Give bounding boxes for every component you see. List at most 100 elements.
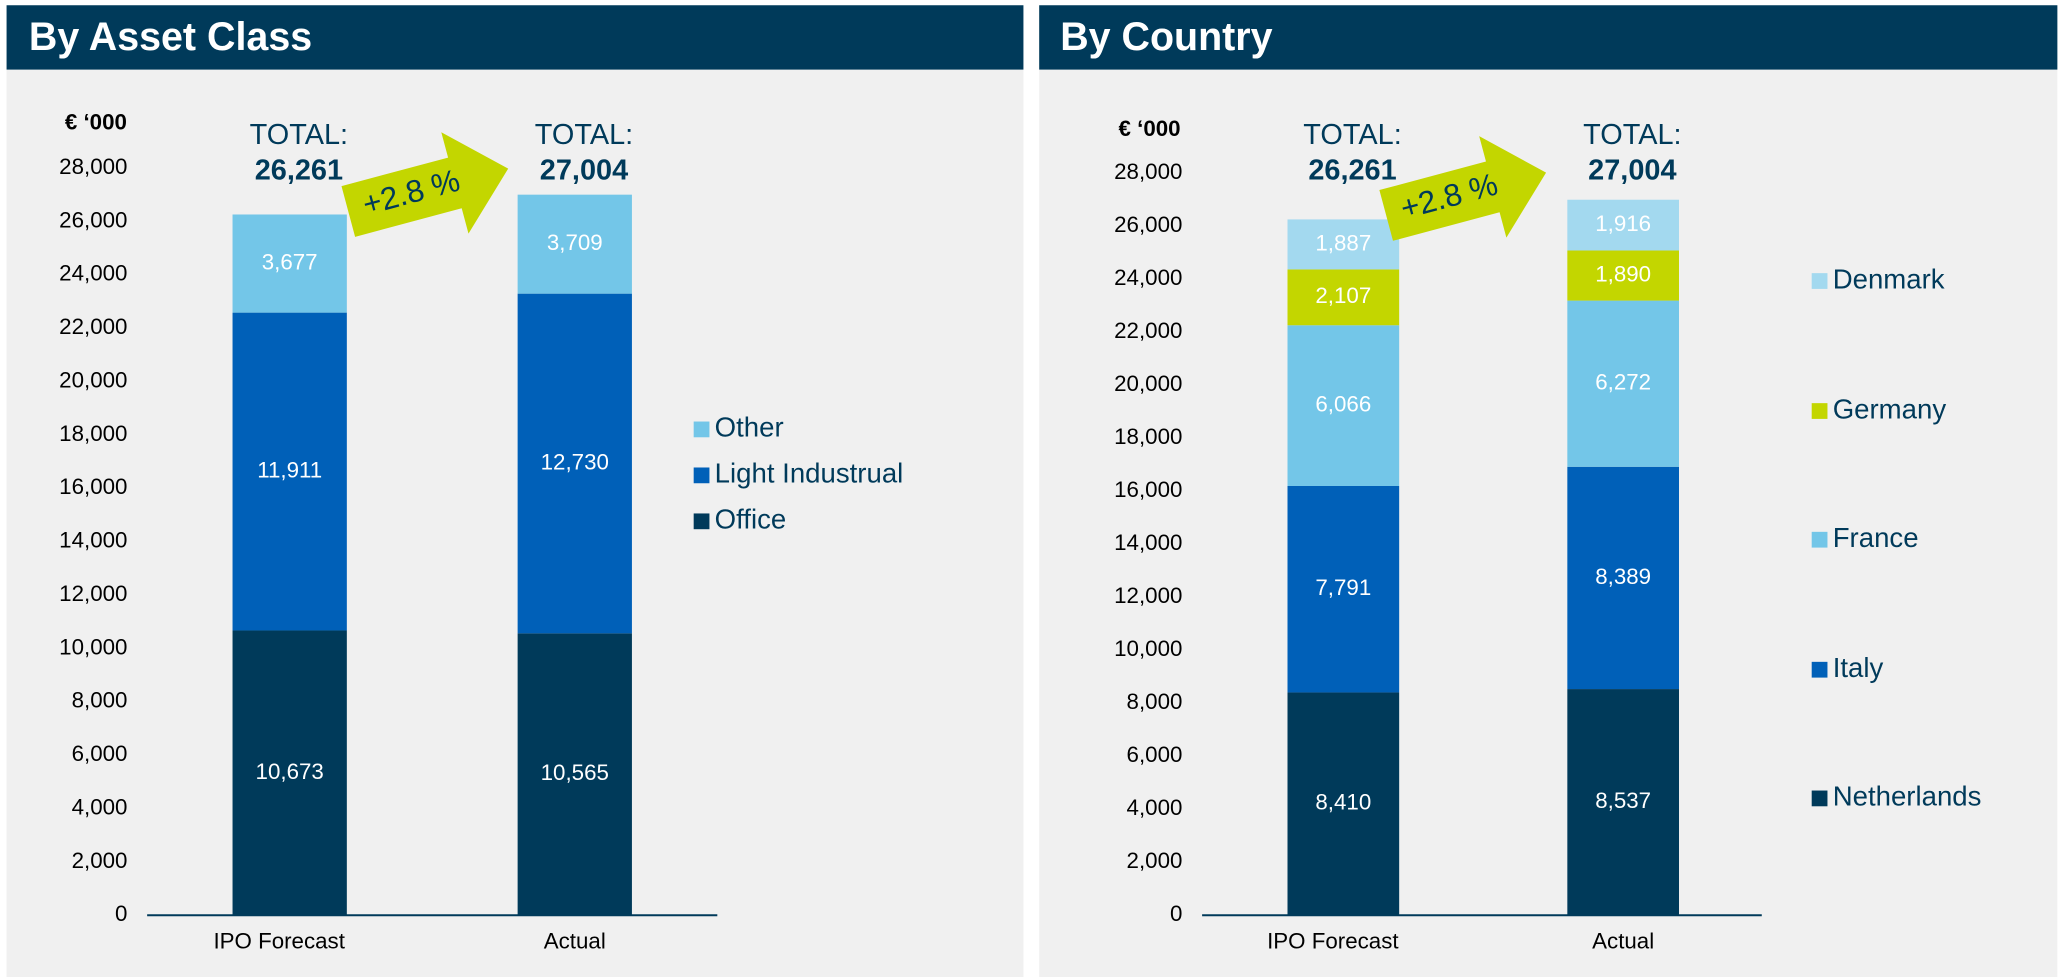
y-tick-label: 4,000 xyxy=(72,794,128,819)
y-tick-label: 12,000 xyxy=(1114,583,1182,608)
bar-segment xyxy=(232,312,347,631)
total-label: TOTAL: xyxy=(1583,119,1681,151)
y-tick-label: 10,000 xyxy=(59,634,127,659)
y-tick-label: 0 xyxy=(1170,901,1182,926)
value-label: 8,537 xyxy=(1595,788,1651,813)
x-tick-label: IPO Forecast xyxy=(213,929,345,954)
bar-segment xyxy=(517,633,632,916)
legend-label: France xyxy=(1833,522,1919,553)
bar-segment xyxy=(1287,485,1400,693)
chart-title: By Country xyxy=(1060,15,1272,59)
y-tick-label: 28,000 xyxy=(59,154,127,179)
value-label: 3,709 xyxy=(547,230,603,255)
y-tick-label: 24,000 xyxy=(59,261,127,286)
y-tick-label: 0 xyxy=(115,901,127,926)
y-tick-label: 14,000 xyxy=(1114,530,1182,555)
y-tick-label: 4,000 xyxy=(1127,795,1183,820)
value-label: 3,677 xyxy=(262,249,318,274)
value-label: 7,791 xyxy=(1315,575,1371,600)
x-tick-label: Actual xyxy=(544,929,606,954)
legend-label: Light Industrual xyxy=(715,458,904,489)
total-label: TOTAL: xyxy=(535,119,633,151)
legend-label: Netherlands xyxy=(1833,781,1982,812)
legend-swatch xyxy=(1811,273,1828,289)
value-label: 11,911 xyxy=(257,457,322,482)
y-tick-label: 8,000 xyxy=(1127,689,1183,714)
legend-swatch xyxy=(1811,661,1828,678)
legend-label: Office xyxy=(715,504,787,535)
total-value: 26,261 xyxy=(255,155,343,187)
y-tick-label: 6,000 xyxy=(1127,742,1183,767)
y-tick-label: 10,000 xyxy=(1114,636,1182,661)
y-tick-label: 26,000 xyxy=(1114,212,1182,237)
value-label: 10,565 xyxy=(541,760,609,785)
value-label: 8,410 xyxy=(1315,790,1371,815)
panel xyxy=(6,5,1024,977)
legend-label: Italy xyxy=(1833,652,1884,683)
bar-segment xyxy=(1287,325,1400,486)
bar-segment xyxy=(1287,269,1400,326)
bar-segment xyxy=(1567,300,1680,467)
value-label: 1,887 xyxy=(1315,230,1371,255)
legend-swatch xyxy=(693,513,710,530)
legend-label: Denmark xyxy=(1833,263,1945,294)
bar-segment xyxy=(232,214,347,313)
bar-segment xyxy=(517,293,632,634)
bar-segment xyxy=(1567,250,1680,301)
y-tick-label: 22,000 xyxy=(1114,318,1182,343)
y-tick-label: 14,000 xyxy=(59,528,127,553)
total-value: 26,261 xyxy=(1308,155,1396,187)
y-tick-label: 20,000 xyxy=(1114,371,1182,396)
value-label: 6,066 xyxy=(1315,392,1371,417)
y-tick-label: 26,000 xyxy=(59,207,127,232)
value-label: 6,272 xyxy=(1595,370,1651,395)
bar-segment xyxy=(232,630,347,916)
legend-label: Germany xyxy=(1833,393,1947,424)
value-label: 8,389 xyxy=(1595,564,1651,589)
unit-label: € ‘000 xyxy=(65,109,127,134)
legend-swatch xyxy=(693,421,710,438)
total-value: 27,004 xyxy=(1588,155,1676,187)
value-label: 12,730 xyxy=(541,449,609,474)
y-tick-label: 6,000 xyxy=(72,741,128,766)
y-tick-label: 2,000 xyxy=(1127,848,1183,873)
y-tick-label: 16,000 xyxy=(59,474,127,499)
value-label: 1,916 xyxy=(1595,211,1651,236)
y-tick-label: 24,000 xyxy=(1114,265,1182,290)
y-tick-label: 2,000 xyxy=(72,848,128,873)
y-tick-label: 12,000 xyxy=(59,581,127,606)
unit-label: € ‘000 xyxy=(1119,116,1181,141)
total-value: 27,004 xyxy=(540,155,628,187)
panel-header xyxy=(1039,5,2058,70)
y-tick-label: 28,000 xyxy=(1114,159,1182,184)
legend-swatch xyxy=(1811,403,1828,419)
panel-header xyxy=(6,5,1024,70)
x-tick-label: Actual xyxy=(1592,929,1654,954)
legend-swatch xyxy=(693,467,710,484)
value-label: 2,107 xyxy=(1315,283,1371,308)
value-label: 1,890 xyxy=(1595,261,1651,286)
bar-segment xyxy=(1567,199,1680,251)
change-arrow xyxy=(341,132,509,237)
total-label: TOTAL: xyxy=(250,119,348,151)
x-tick-label: IPO Forecast xyxy=(1267,929,1399,954)
y-tick-label: 22,000 xyxy=(59,314,127,339)
panel xyxy=(1039,5,2058,977)
legend-swatch xyxy=(1811,790,1828,807)
bar-segment xyxy=(1567,466,1680,690)
y-tick-label: 8,000 xyxy=(72,688,128,713)
bar-segment xyxy=(1567,689,1680,916)
chart-title: By Asset Class xyxy=(29,15,312,59)
value-label: 10,673 xyxy=(256,759,324,784)
change-arrow xyxy=(1379,136,1547,241)
bar-segment xyxy=(1287,219,1400,270)
bar-segment xyxy=(1287,692,1400,916)
y-tick-label: 18,000 xyxy=(1114,424,1182,449)
bar-segment xyxy=(517,194,632,294)
y-tick-label: 18,000 xyxy=(59,421,127,446)
legend-swatch xyxy=(1811,531,1828,548)
y-tick-label: 16,000 xyxy=(1114,477,1182,502)
y-tick-label: 20,000 xyxy=(59,367,127,392)
legend-label: Other xyxy=(715,412,784,443)
